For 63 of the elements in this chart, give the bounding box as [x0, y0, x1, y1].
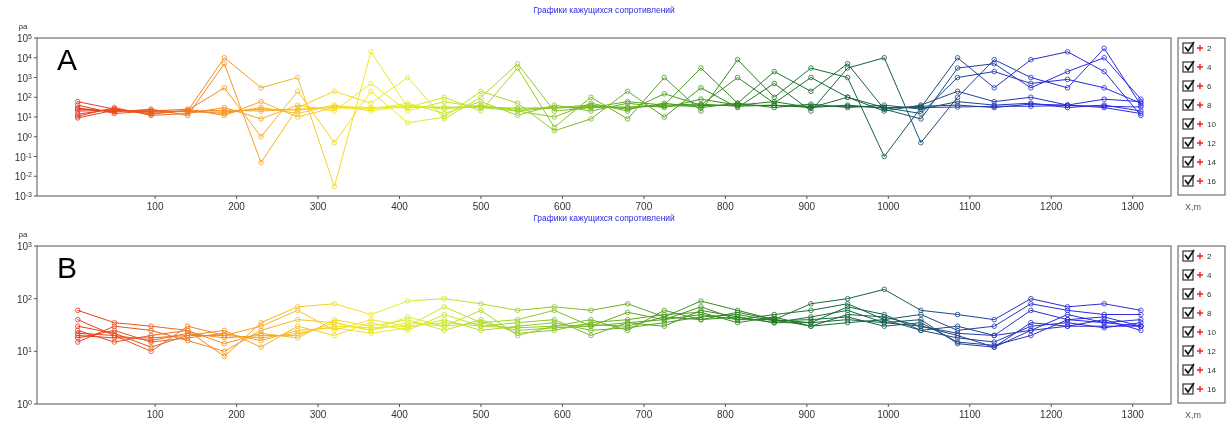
y-tick-label: 10$^{3}$ [16, 72, 33, 84]
x-tick-label: 1000 [877, 409, 900, 420]
x-axis-title: X,m [1185, 202, 1202, 212]
y-tick-label: 10$^{1}$ [16, 345, 33, 358]
legend-label: 8 [1207, 101, 1212, 110]
x-tick-label: 400 [391, 201, 409, 212]
x-tick-label: 100 [146, 201, 164, 212]
y-tick-label: 10$^{0}$ [16, 398, 33, 410]
y-tick-label: 10$^{4}$ [16, 52, 33, 64]
x-tick-label: 500 [472, 409, 490, 420]
x-tick-label: 100 [146, 409, 164, 420]
legend-label: 6 [1207, 82, 1212, 91]
legend-label: 14 [1207, 366, 1217, 375]
y-tick-label: 10$^{5}$ [16, 32, 33, 44]
legend-label: 6 [1207, 290, 1212, 299]
x-tick-label: 1200 [1040, 409, 1063, 420]
legend-label: 16 [1207, 385, 1217, 394]
y-axis-title: ρa [18, 22, 29, 31]
x-tick-label: 200 [228, 409, 246, 420]
x-axis-title: X,m [1185, 410, 1202, 420]
x-tick-label: 500 [472, 201, 490, 212]
x-tick-label: 300 [309, 201, 327, 212]
y-tick-label: 10$^{-1}$ [14, 151, 33, 163]
x-tick-label: 1300 [1121, 409, 1145, 420]
y-tick-label: 10$^{-2}$ [14, 170, 33, 183]
chart-title: Графики кажущихся сопротивлений [533, 213, 676, 223]
x-tick-label: 700 [635, 201, 653, 212]
chart-title: Графики кажущихся сопротивлений [533, 5, 676, 15]
y-tick-label: 10$^{2}$ [16, 293, 33, 305]
y-tick-label: 10$^{1}$ [16, 111, 33, 123]
y-tick-label: 10$^{0}$ [16, 131, 33, 143]
x-tick-label: 400 [391, 409, 409, 420]
x-tick-label: 800 [717, 409, 735, 420]
y-tick-label: 10$^{3}$ [16, 240, 33, 252]
legend-label: 10 [1207, 328, 1217, 337]
legend-label: 14 [1207, 158, 1217, 167]
x-tick-label: 1100 [959, 201, 981, 212]
x-tick-label: 1300 [1121, 201, 1145, 212]
y-axis-title: ρa [18, 230, 29, 239]
legend-label: 4 [1207, 63, 1212, 72]
legend-label: 2 [1207, 252, 1212, 261]
legend-label: 2 [1207, 44, 1212, 53]
legend-label: 12 [1207, 347, 1217, 356]
x-tick-label: 600 [554, 409, 572, 420]
annotation: A [57, 43, 78, 76]
x-tick-label: 1000 [877, 201, 900, 212]
y-tick-label: 10$^{2}$ [16, 91, 33, 104]
legend-label: 10 [1207, 120, 1217, 129]
x-tick-label: 900 [798, 409, 816, 420]
legend-label: 12 [1207, 139, 1217, 148]
x-tick-label: 600 [554, 201, 572, 212]
legend-label: 16 [1207, 177, 1217, 186]
x-tick-label: 800 [717, 201, 735, 212]
x-tick-label: 1200 [1040, 201, 1063, 212]
x-tick-label: 1100 [959, 409, 981, 420]
x-tick-label: 700 [635, 409, 653, 420]
x-tick-label: 900 [798, 201, 816, 212]
annotation: B [57, 251, 78, 284]
y-tick-label: 10$^{-3}$ [14, 190, 33, 202]
x-tick-label: 200 [228, 201, 246, 212]
x-tick-label: 300 [309, 409, 327, 420]
legend-label: 8 [1207, 309, 1212, 318]
legend-label: 4 [1207, 271, 1212, 280]
